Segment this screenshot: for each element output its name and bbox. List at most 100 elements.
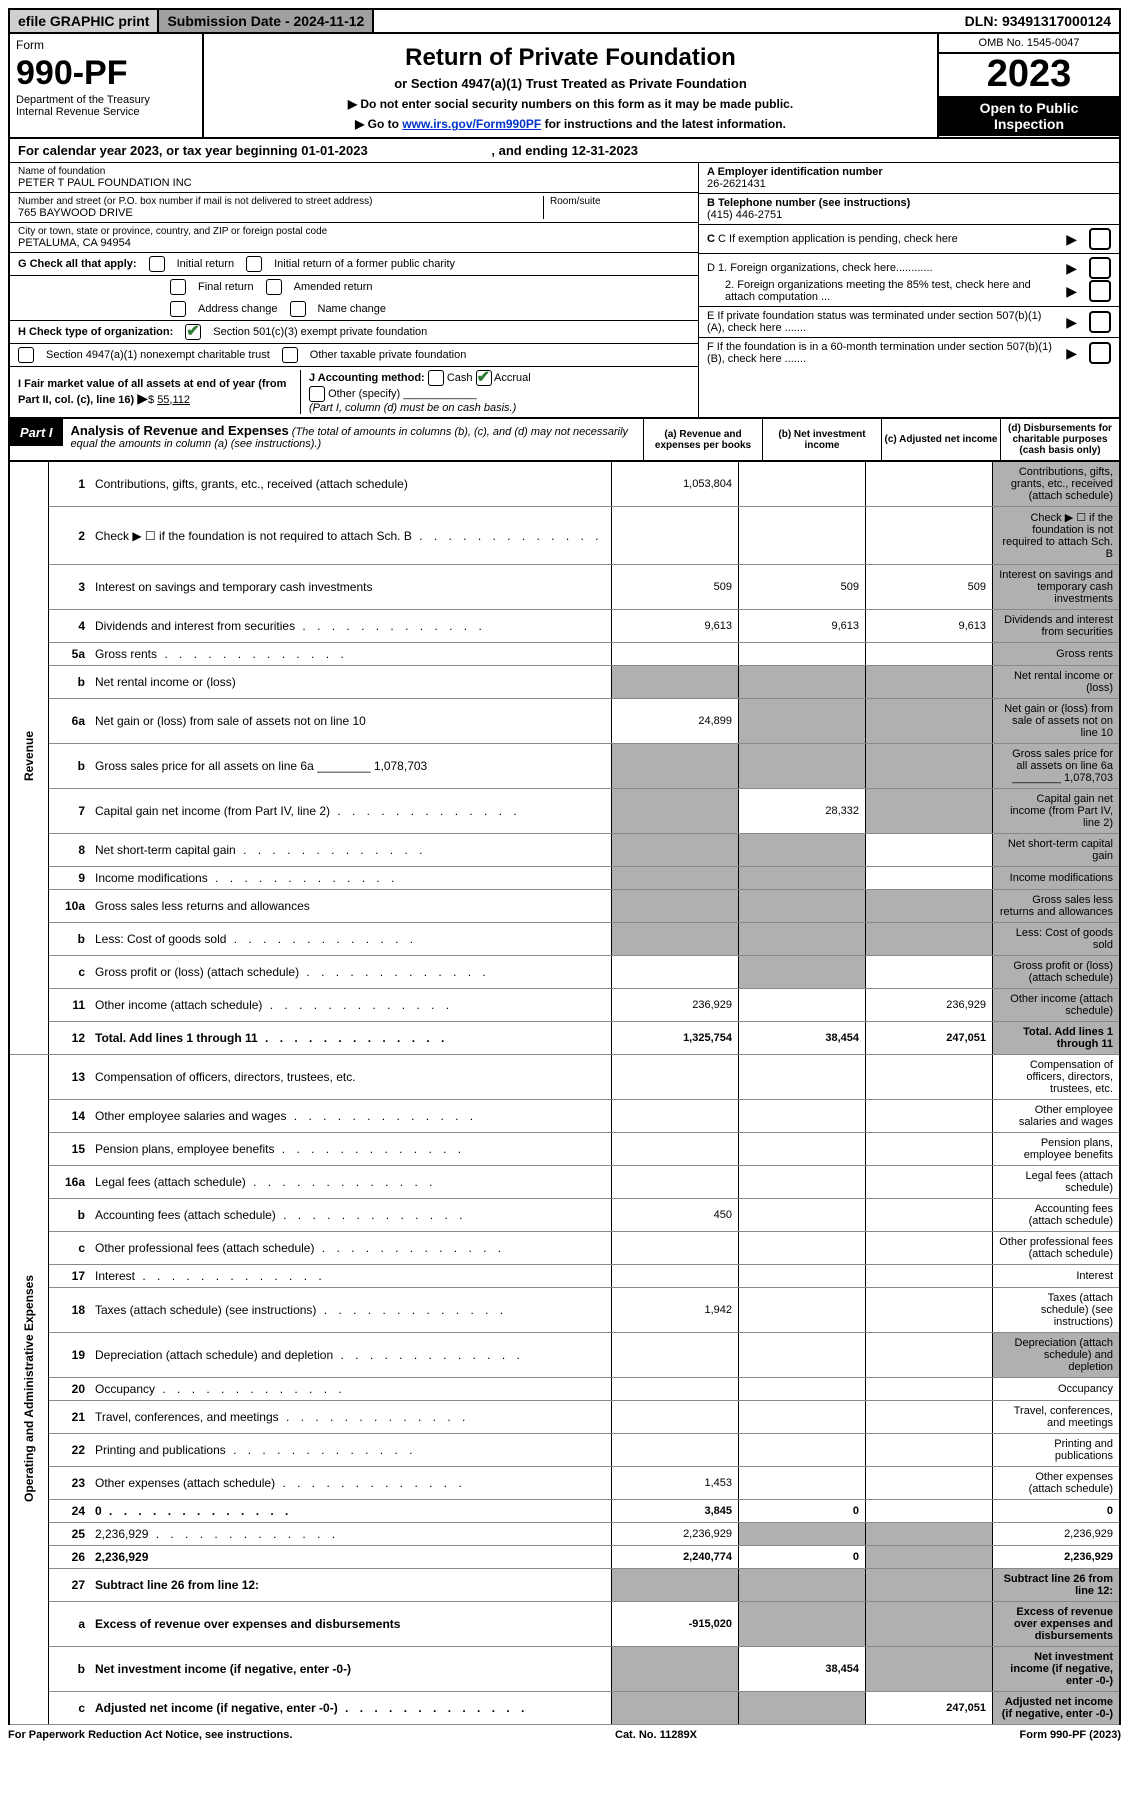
line-number: b xyxy=(49,1199,90,1232)
cb-initial-former[interactable] xyxy=(246,256,262,272)
amount-col-a xyxy=(612,956,739,989)
amount-col-c xyxy=(866,1055,993,1100)
table-row: 252,236,9292,236,9292,236,929 xyxy=(9,1523,1120,1546)
cb-501c3[interactable] xyxy=(185,324,201,340)
amount-col-b: 0 xyxy=(739,1546,866,1569)
room-suite-label: Room/suite xyxy=(550,196,690,207)
line-number: 15 xyxy=(49,1133,90,1166)
line-description: Other employee salaries and wages xyxy=(89,1100,612,1133)
line-description: Excess of revenue over expenses and disb… xyxy=(89,1602,612,1647)
amount-col-c xyxy=(866,643,993,666)
submission-date: Submission Date - 2024-11-12 xyxy=(159,10,374,32)
amount-col-b: 0 xyxy=(739,1500,866,1523)
table-row: cAdjusted net income (if negative, enter… xyxy=(9,1692,1120,1725)
cb-accrual[interactable] xyxy=(476,370,492,386)
section-c: C C If exemption application is pending,… xyxy=(699,225,1119,254)
amount-col-b xyxy=(739,1692,866,1725)
amount-col-c xyxy=(866,1333,993,1378)
amount-col-d: Contributions, gifts, grants, etc., rece… xyxy=(993,462,1121,507)
amount-col-a: 24,899 xyxy=(612,699,739,744)
ein-cell: A Employer identification number 26-2621… xyxy=(699,163,1119,194)
amount-col-b xyxy=(739,1467,866,1500)
cb-amended-return[interactable] xyxy=(266,279,282,295)
col-c-header: (c) Adjusted net income xyxy=(881,419,1000,460)
amount-col-d: Accounting fees (attach schedule) xyxy=(993,1199,1121,1232)
line-description: Interest on savings and temporary cash i… xyxy=(89,565,612,610)
amount-col-b xyxy=(739,890,866,923)
amount-col-a xyxy=(612,1647,739,1692)
line-number: 9 xyxy=(49,867,90,890)
amount-col-a xyxy=(612,1378,739,1401)
line-number: 1 xyxy=(49,462,90,507)
amount-col-c xyxy=(866,1288,993,1333)
line-number: 27 xyxy=(49,1569,90,1602)
cb-name-change[interactable] xyxy=(290,301,306,317)
cb-final-return[interactable] xyxy=(170,279,186,295)
line-description: Subtract line 26 from line 12: xyxy=(89,1569,612,1602)
amount-col-a xyxy=(612,1692,739,1725)
line-number: c xyxy=(49,956,90,989)
cb-address-change[interactable] xyxy=(170,301,186,317)
line-number: 18 xyxy=(49,1288,90,1333)
amount-col-d: Adjusted net income (if negative, enter … xyxy=(993,1692,1121,1725)
cb-other-method[interactable] xyxy=(309,386,325,402)
form-number: 990-PF xyxy=(16,56,196,90)
line-description: Taxes (attach schedule) (see instruction… xyxy=(89,1288,612,1333)
line-number: 11 xyxy=(49,989,90,1022)
amount-col-c: 236,929 xyxy=(866,989,993,1022)
expenses-side-label: Operating and Administrative Expenses xyxy=(9,1055,49,1725)
amount-col-c xyxy=(866,1378,993,1401)
cb-exemption-pending[interactable] xyxy=(1089,228,1111,250)
amount-col-c xyxy=(866,1467,993,1500)
amount-col-b: 509 xyxy=(739,565,866,610)
irs-label: Internal Revenue Service xyxy=(16,106,196,118)
table-row: 21Travel, conferences, and meetingsTrave… xyxy=(9,1401,1120,1434)
line-description: 2,236,929 xyxy=(89,1523,612,1546)
line-number: 24 xyxy=(49,1500,90,1523)
section-d: D 1. Foreign organizations, check here..… xyxy=(699,254,1119,307)
amount-col-a xyxy=(612,1133,739,1166)
amount-col-a xyxy=(612,1434,739,1467)
cb-60-month[interactable] xyxy=(1089,342,1111,364)
table-row: 4Dividends and interest from securities9… xyxy=(9,610,1120,643)
cb-foreign-85[interactable] xyxy=(1089,280,1111,302)
amount-col-c xyxy=(866,1500,993,1523)
table-row: 9Income modificationsIncome modification… xyxy=(9,867,1120,890)
cb-other-taxable[interactable] xyxy=(282,347,298,363)
cb-status-terminated[interactable] xyxy=(1089,311,1111,333)
col-d-header: (d) Disbursements for charitable purpose… xyxy=(1000,419,1119,460)
amount-col-c xyxy=(866,1265,993,1288)
amount-col-c: 247,051 xyxy=(866,1022,993,1055)
page-footer: For Paperwork Reduction Act Notice, see … xyxy=(8,1725,1121,1745)
line-number: 5a xyxy=(49,643,90,666)
amount-col-d: Gross sales less returns and allowances xyxy=(993,890,1121,923)
amount-col-a: 1,325,754 xyxy=(612,1022,739,1055)
table-row: 14Other employee salaries and wagesOther… xyxy=(9,1100,1120,1133)
line-description: Gross sales price for all assets on line… xyxy=(89,744,612,789)
cb-foreign-org[interactable] xyxy=(1089,257,1111,279)
amount-col-d: Other professional fees (attach schedule… xyxy=(993,1232,1121,1265)
table-row: 7Capital gain net income (from Part IV, … xyxy=(9,789,1120,834)
amount-col-a xyxy=(612,1100,739,1133)
table-row: 17InterestInterest xyxy=(9,1265,1120,1288)
cb-cash[interactable] xyxy=(428,370,444,386)
line-number: 10a xyxy=(49,890,90,923)
line-description: Total. Add lines 1 through 11 xyxy=(89,1022,612,1055)
cb-initial-return[interactable] xyxy=(149,256,165,272)
amount-col-b: 38,454 xyxy=(739,1022,866,1055)
irs-link[interactable]: www.irs.gov/Form990PF xyxy=(402,117,541,131)
catalog-number: Cat. No. 11289X xyxy=(615,1729,697,1741)
line-description: Printing and publications xyxy=(89,1434,612,1467)
amount-col-a: 509 xyxy=(612,565,739,610)
line-description: Less: Cost of goods sold xyxy=(89,923,612,956)
part1-desc: Analysis of Revenue and Expenses (The to… xyxy=(63,419,643,460)
cb-4947a1[interactable] xyxy=(18,347,34,363)
header-mid: Return of Private Foundation or Section … xyxy=(204,34,939,137)
table-row: bLess: Cost of goods soldLess: Cost of g… xyxy=(9,923,1120,956)
header-left: Form 990-PF Department of the Treasury I… xyxy=(10,34,204,137)
line-number: 12 xyxy=(49,1022,90,1055)
table-row: cOther professional fees (attach schedul… xyxy=(9,1232,1120,1265)
amount-col-d: Other income (attach schedule) xyxy=(993,989,1121,1022)
table-row: Revenue1Contributions, gifts, grants, et… xyxy=(9,462,1120,507)
amount-col-b xyxy=(739,1232,866,1265)
